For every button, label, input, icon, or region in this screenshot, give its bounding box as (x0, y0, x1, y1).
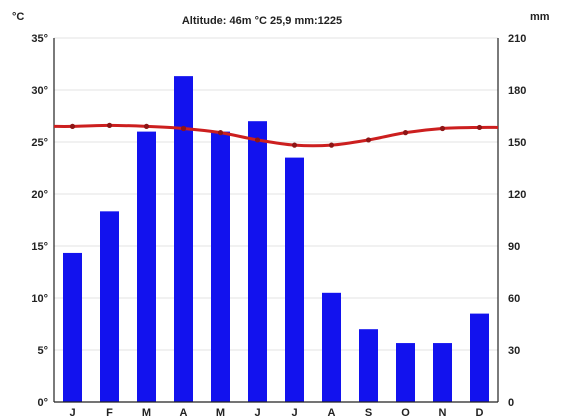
month-label: J (254, 407, 260, 419)
month-label: S (365, 407, 372, 419)
precip-bar (396, 343, 415, 402)
left-axis-unit: °C (12, 11, 24, 23)
month-label: M (216, 407, 225, 419)
right-tick-label: 60 (508, 293, 520, 305)
left-tick-label: 15° (31, 241, 48, 253)
left-tick-label: 20° (31, 189, 48, 201)
temperature-point (402, 130, 409, 136)
temperature-point (254, 137, 261, 143)
month-label: M (142, 407, 151, 419)
month-label: A (180, 407, 188, 419)
precipitation-bars (63, 76, 489, 402)
right-tick-labels: 0 30 60 90 120 150 180 210 (508, 33, 526, 409)
month-label: D (476, 407, 484, 419)
temperature-point (217, 130, 224, 136)
month-label: F (106, 407, 113, 419)
right-tick-label: 180 (508, 85, 526, 97)
right-tick-label: 210 (508, 33, 526, 45)
chart-title: Altitude: 46m °C 25,9 mm:1225 (182, 15, 342, 27)
precip-bar (359, 329, 378, 402)
precip-bar (433, 343, 452, 402)
precip-bar (137, 131, 156, 402)
precip-bar (285, 157, 304, 402)
right-axis-unit: mm (530, 11, 550, 23)
temperature-point (291, 142, 298, 148)
temperature-point (69, 123, 76, 129)
left-tick-label: 35° (31, 33, 48, 45)
month-label: A (328, 407, 336, 419)
right-tick-label: 0 (508, 397, 514, 409)
right-tick-label: 30 (508, 345, 520, 357)
temperature-point (476, 124, 483, 131)
right-tick-label: 150 (508, 137, 526, 149)
month-label: J (69, 407, 75, 419)
precip-bar (100, 211, 119, 402)
right-tick-label: 90 (508, 241, 520, 253)
precip-bar (174, 76, 193, 402)
precip-bar (211, 131, 230, 402)
temperature-point (439, 125, 446, 132)
left-tick-label: 0° (37, 397, 48, 409)
precip-bar (248, 121, 267, 402)
temperature-point (143, 123, 150, 129)
precip-bar (63, 252, 82, 402)
precip-bar (322, 292, 341, 402)
right-tick-label: 120 (508, 189, 526, 201)
temperature-curve (53, 123, 499, 148)
left-tick-labels: 0° 5° 10° 15° 20° 25° 30° 35° (31, 33, 48, 409)
temperature-point (180, 125, 187, 132)
left-tick-label: 5° (37, 345, 48, 357)
gridlines (54, 37, 498, 351)
month-label: O (401, 407, 410, 419)
month-label: N (439, 407, 447, 419)
temperature-point (365, 137, 372, 143)
month-label: J (291, 407, 297, 419)
precip-bar (470, 313, 489, 402)
temperature-point (328, 142, 335, 148)
axes (53, 38, 499, 403)
left-tick-label: 30° (31, 85, 48, 97)
left-tick-label: 25° (31, 137, 48, 149)
temperature-line (53, 122, 499, 148)
temperature-point (106, 122, 113, 128)
left-tick-label: 10° (31, 293, 48, 305)
